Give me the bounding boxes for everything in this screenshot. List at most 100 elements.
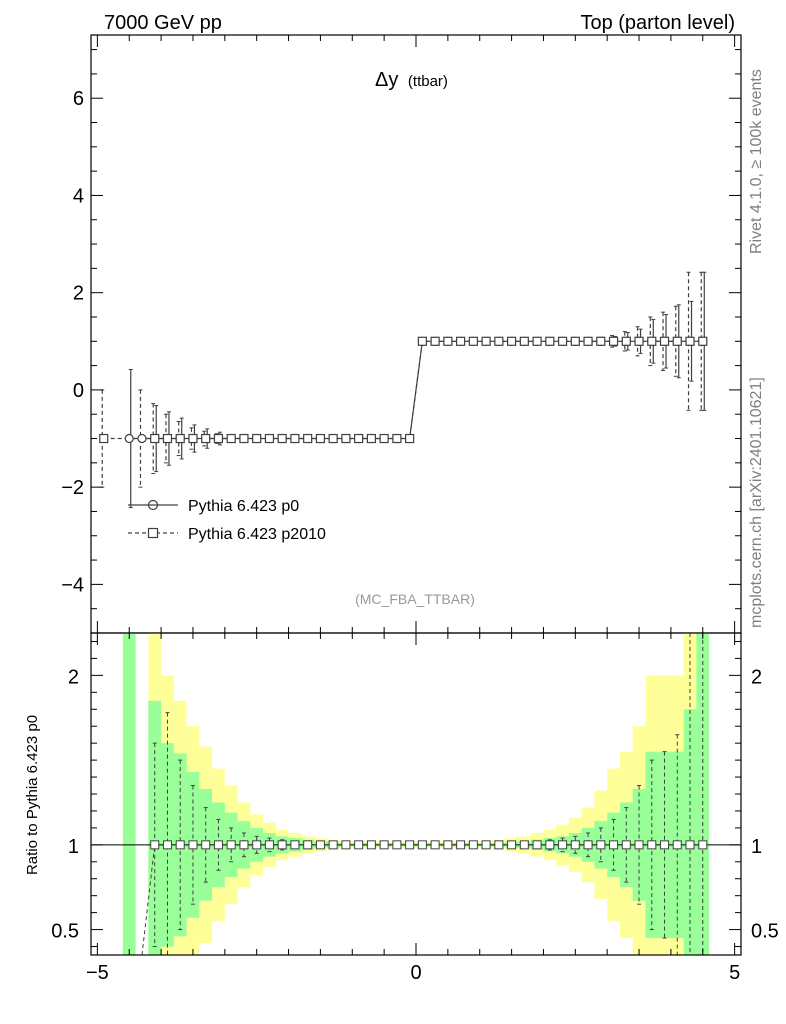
- main-frame: [90, 34, 742, 634]
- ratio-point: [290, 840, 300, 850]
- header-left-label: 7000 GeV pp: [104, 12, 222, 34]
- ratio-point: [162, 840, 172, 850]
- ratio-point: [341, 840, 351, 850]
- p2010-point: [583, 336, 593, 346]
- ratio-panel: 0.5 0.5 1 1 2 2 −5 0 5: [51, 632, 779, 984]
- p2010-point: [481, 336, 491, 346]
- main-y-tick-label: −2: [61, 477, 84, 499]
- p2010-point: [545, 336, 555, 346]
- p2010-point: [290, 433, 300, 444]
- ratio-y-tick-label: 1: [68, 836, 79, 858]
- ratio-point: [239, 840, 249, 850]
- ratio-point: [570, 840, 580, 850]
- ratio-point: [685, 840, 695, 850]
- series-p2010-errorbars: [100, 271, 704, 488]
- p2010-point: [175, 433, 185, 444]
- p2010-point: [647, 336, 657, 346]
- ratio-point: [303, 840, 313, 850]
- p2010-point: [456, 336, 466, 346]
- p2010-point: [277, 433, 287, 444]
- p2010-point: [698, 336, 708, 346]
- ratio-point: [328, 840, 338, 850]
- p2010-point: [341, 433, 351, 444]
- ratio-point: [213, 840, 223, 850]
- p2010-point: [494, 336, 504, 346]
- p2010-point: [303, 433, 313, 444]
- p2010-point: [557, 336, 568, 346]
- ratio-point: [609, 840, 619, 850]
- x-tick-label: −5: [86, 962, 109, 984]
- p2010-point: [570, 336, 580, 346]
- p2010-point: [659, 336, 670, 346]
- ratio-point: [545, 840, 555, 850]
- ratio-point: [456, 840, 466, 850]
- ratio-point: [660, 840, 670, 850]
- p2010-point: [519, 336, 529, 346]
- legend-label-p0: Pythia 6.423 p0: [188, 498, 299, 515]
- legend: Pythia 6.423 p0 Pythia 6.423 p2010: [128, 498, 326, 543]
- p2010-point: [685, 336, 695, 346]
- p2010-point: [608, 336, 619, 346]
- series-p2010-markers: [99, 336, 708, 444]
- ratio-point: [558, 840, 568, 850]
- band-1sigma-bin: [122, 633, 136, 955]
- p2010-point: [366, 433, 376, 444]
- p0-point: [124, 433, 134, 444]
- main-y-tick-label: 0: [73, 380, 84, 402]
- ratio-point: [698, 840, 708, 850]
- header-right-label: Top (parton level): [580, 12, 735, 34]
- side-label-mcplots: mcplots.cern.ch [arXiv:2401.10621]: [748, 377, 765, 628]
- ratio-point: [188, 840, 198, 850]
- p2010-point: [417, 336, 427, 346]
- ratio-point: [468, 840, 478, 850]
- legend-entry-p2010: Pythia 6.423 p2010: [128, 526, 326, 543]
- p2010-point: [468, 336, 478, 346]
- ratio-point: [392, 840, 402, 850]
- ratio-point: [647, 840, 657, 850]
- ratio-point: [226, 840, 236, 850]
- ratio-point: [366, 840, 376, 850]
- ratio-point: [405, 840, 415, 850]
- p2010-point: [188, 433, 198, 444]
- p2010-point: [672, 336, 682, 346]
- ratio-point: [354, 840, 364, 850]
- p2010-point: [162, 433, 173, 444]
- ratio-y-tick-label-right: 2: [751, 666, 762, 688]
- plot-title-sub: (ttbar): [408, 73, 448, 90]
- p2010-point: [226, 433, 236, 444]
- p2010-point: [264, 433, 275, 444]
- p2010-point: [354, 433, 364, 444]
- ratio-point: [417, 840, 427, 850]
- plot-title-main: Δy: [375, 69, 398, 91]
- main-y-tick-label: 6: [73, 88, 84, 110]
- ratio-point: [379, 840, 389, 850]
- ratio-point: [252, 840, 262, 850]
- p2010-point: [379, 433, 389, 444]
- ratio-ticks: 0.5 0.5 1 1 2 2 −5 0 5: [51, 633, 779, 984]
- p0-point: [137, 433, 147, 444]
- main-y-tick-label: −4: [61, 574, 84, 596]
- ratio-point: [507, 840, 517, 850]
- ratio-point: [494, 840, 504, 850]
- ratio-point: [277, 840, 287, 850]
- main-y-tick-label: 2: [73, 283, 84, 305]
- series-p0-line: [129, 340, 703, 440]
- p2010-point: [430, 336, 440, 346]
- p2010-point: [634, 336, 644, 346]
- main-y-tick-label: 4: [73, 185, 84, 207]
- ratio-point: [481, 840, 491, 850]
- side-label-rivet: Rivet 4.1.0, ≥ 100k events: [748, 69, 765, 254]
- plot-title: Δy (ttbar): [375, 69, 448, 91]
- ratio-point: [583, 840, 593, 850]
- ratio-point: [201, 840, 211, 850]
- ratio-point: [443, 840, 453, 850]
- ratio-point: [532, 840, 542, 850]
- p2010-point: [315, 433, 326, 444]
- p2010-point: [443, 336, 453, 346]
- ratio-markers: [150, 840, 708, 850]
- ratio-point: [634, 840, 644, 850]
- legend-label-p2010: Pythia 6.423 p2010: [188, 526, 326, 543]
- x-tick-label: 0: [410, 962, 421, 984]
- p2010-point: [392, 433, 402, 444]
- series-p2010-line: [103, 340, 703, 440]
